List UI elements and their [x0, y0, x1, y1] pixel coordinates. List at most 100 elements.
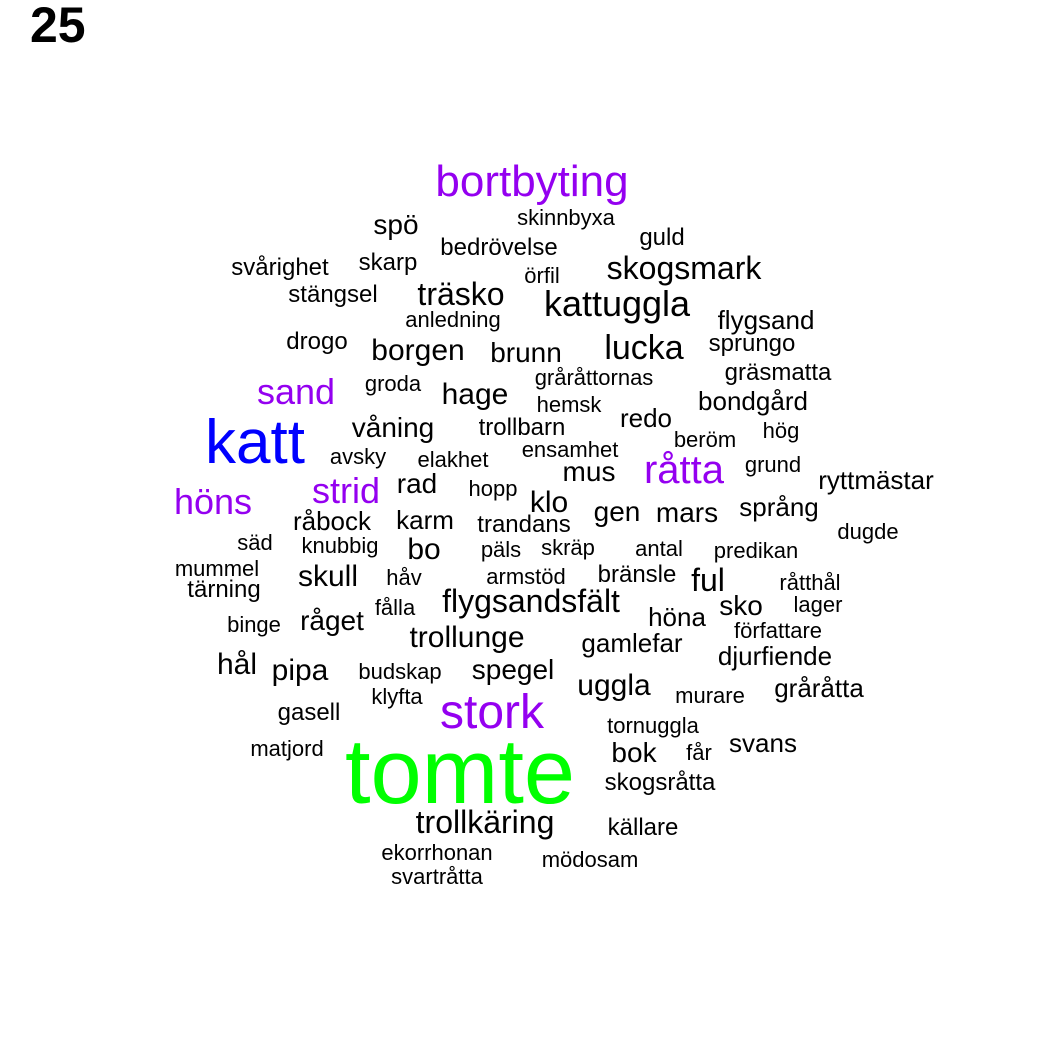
cloud-word-redo: redo	[619, 403, 673, 433]
cloud-word-ratta: råtta	[643, 448, 725, 492]
cloud-word-uggla: uggla	[577, 669, 651, 702]
cloud-word-modosam: mödosam	[541, 847, 639, 872]
cloud-word-hal: hål	[216, 648, 258, 681]
cloud-word-hog: hög	[762, 418, 800, 443]
cloud-word-trollbarn: trollbarn	[478, 414, 566, 441]
cloud-word-mus: mus	[562, 456, 616, 487]
cloud-word-skrap: skräp	[541, 535, 595, 560]
cloud-word-pipa: pipa	[271, 654, 329, 687]
cloud-word-grarattornas: gråråttornas	[534, 365, 654, 390]
cloud-word-hona: höna	[648, 602, 706, 632]
cloud-word-ensamhet: ensamhet	[521, 437, 619, 462]
cloud-word-flygsandsfalt: flygsandsfält	[442, 583, 620, 619]
cloud-word-karm: karm	[396, 505, 454, 535]
cloud-word-groda: groda	[364, 371, 422, 396]
cloud-word-grund: grund	[744, 452, 802, 477]
cloud-word-avsky: avsky	[329, 444, 387, 469]
cloud-word-elakhet: elakhet	[417, 447, 489, 472]
cloud-word-kallare: källare	[607, 814, 679, 841]
cloud-word-vaning: våning	[351, 412, 435, 443]
cloud-word-sko: sko	[719, 590, 763, 621]
cloud-word-ryttmastar: ryttmästar	[818, 465, 934, 495]
cloud-word-armstod: armstöd	[486, 564, 566, 589]
cloud-word-klyfta: klyfta	[371, 684, 423, 709]
cloud-word-borgen: borgen	[371, 334, 465, 367]
cloud-word-guld: guld	[639, 224, 685, 251]
cloud-word-spegel: spegel	[471, 654, 555, 685]
cloud-word-pals: päls	[480, 537, 522, 562]
cloud-word-berom: beröm	[673, 427, 737, 452]
cloud-word-predikan: predikan	[713, 538, 799, 563]
cloud-word-skinnbyxa: skinnbyxa	[517, 205, 615, 230]
cloud-word-rad: rad	[396, 468, 438, 499]
cloud-word-graratta: gråråtta	[774, 673, 864, 703]
cloud-word-svartratta: svartråtta	[391, 864, 483, 889]
cloud-word-hage: hage	[441, 378, 509, 411]
cloud-word-skarp: skarp	[358, 249, 418, 276]
cloud-word-mummel: mummel	[174, 556, 260, 581]
cloud-word-trollkaring: trollkäring	[415, 804, 555, 840]
cloud-word-raget: råget	[300, 605, 364, 636]
cloud-word-skogsmark: skogsmark	[606, 250, 762, 286]
cloud-word-bortbyting: bortbyting	[435, 157, 629, 206]
cloud-word-drogo: drogo	[286, 328, 348, 355]
cloud-word-tomte: tomte	[344, 721, 576, 823]
cloud-word-gen: gen	[593, 496, 641, 527]
cloud-word-grasmatta: gräsmatta	[724, 359, 832, 386]
cloud-word-gamlefar: gamlefar	[581, 628, 683, 658]
cloud-word-ful: ful	[691, 562, 725, 598]
cloud-word-bedrovelse: bedrövelse	[440, 234, 558, 261]
cloud-word-svans: svans	[729, 728, 797, 758]
cloud-word-binge: binge	[227, 612, 281, 637]
cloud-word-hons: höns	[173, 481, 253, 522]
cloud-word-trollunge: trollunge	[409, 621, 525, 654]
cloud-word-tornuggla: tornuggla	[607, 713, 699, 738]
cloud-word-hav: håv	[386, 565, 422, 590]
cloud-word-djurfiende: djurfiende	[717, 641, 833, 671]
cloud-word-sprang: språng	[739, 492, 819, 522]
cloud-word-mars: mars	[655, 497, 719, 528]
cloud-word-sad: säd	[237, 530, 273, 555]
cloud-word-brunn: brunn	[490, 337, 562, 368]
cloud-word-far: får	[686, 740, 712, 765]
cloud-word-lager: lager	[793, 592, 843, 617]
cloud-word-rabock: råbock	[292, 506, 372, 536]
cloud-word-bondgard: bondgård	[698, 386, 808, 416]
cloud-word-bok: bok	[611, 737, 657, 768]
cloud-word-skull: skull	[297, 560, 359, 593]
cloud-word-stangsel: stängsel	[288, 281, 378, 308]
cloud-word-budskap: budskap	[358, 659, 442, 684]
cloud-word-spo: spö	[373, 209, 419, 240]
cloud-word-bransle: bränsle	[597, 561, 677, 588]
cloud-word-bo: bo	[407, 533, 441, 566]
cloud-word-knubbig: knubbig	[301, 533, 379, 558]
page-number: 25	[30, 0, 86, 53]
cloud-word-antal: antal	[635, 536, 683, 561]
cloud-word-murare: murare	[675, 683, 745, 708]
cloud-word-klo: klo	[529, 486, 569, 519]
cloud-word-stork: stork	[439, 686, 545, 739]
cloud-word-svarighet: svårighet	[231, 254, 329, 281]
cloud-word-katt: katt	[205, 408, 305, 477]
cloud-word-skogsratta: skogsråtta	[604, 769, 716, 796]
cloud-word-ratthal: råtthål	[779, 570, 841, 595]
cloud-word-matjord: matjord	[250, 736, 324, 761]
cloud-word-lucka: lucka	[604, 329, 684, 367]
cloud-word-trandans: trandans	[477, 511, 571, 538]
cloud-word-trasko: träsko	[417, 276, 505, 312]
cloud-word-gasell: gasell	[277, 699, 341, 726]
cloud-word-hopp: hopp	[468, 476, 518, 501]
cloud-word-dugde: dugde	[837, 519, 899, 544]
cloud-word-anledning: anledning	[405, 307, 501, 332]
cloud-word-flygsand: flygsand	[717, 305, 815, 335]
cloud-word-hemsk: hemsk	[536, 392, 602, 417]
cloud-word-forfattare: författare	[733, 618, 823, 643]
cloud-word-falla: fålla	[374, 595, 416, 620]
cloud-word-sprungo: sprungo	[708, 330, 796, 357]
cloud-word-kattuggla: kattuggla	[543, 283, 691, 324]
cloud-word-strid: strid	[311, 470, 381, 511]
cloud-word-ekorrhonan: ekorrhonan	[381, 840, 493, 865]
cloud-word-tarning: tärning	[187, 576, 261, 603]
cloud-word-orfil: örfil	[524, 263, 560, 288]
